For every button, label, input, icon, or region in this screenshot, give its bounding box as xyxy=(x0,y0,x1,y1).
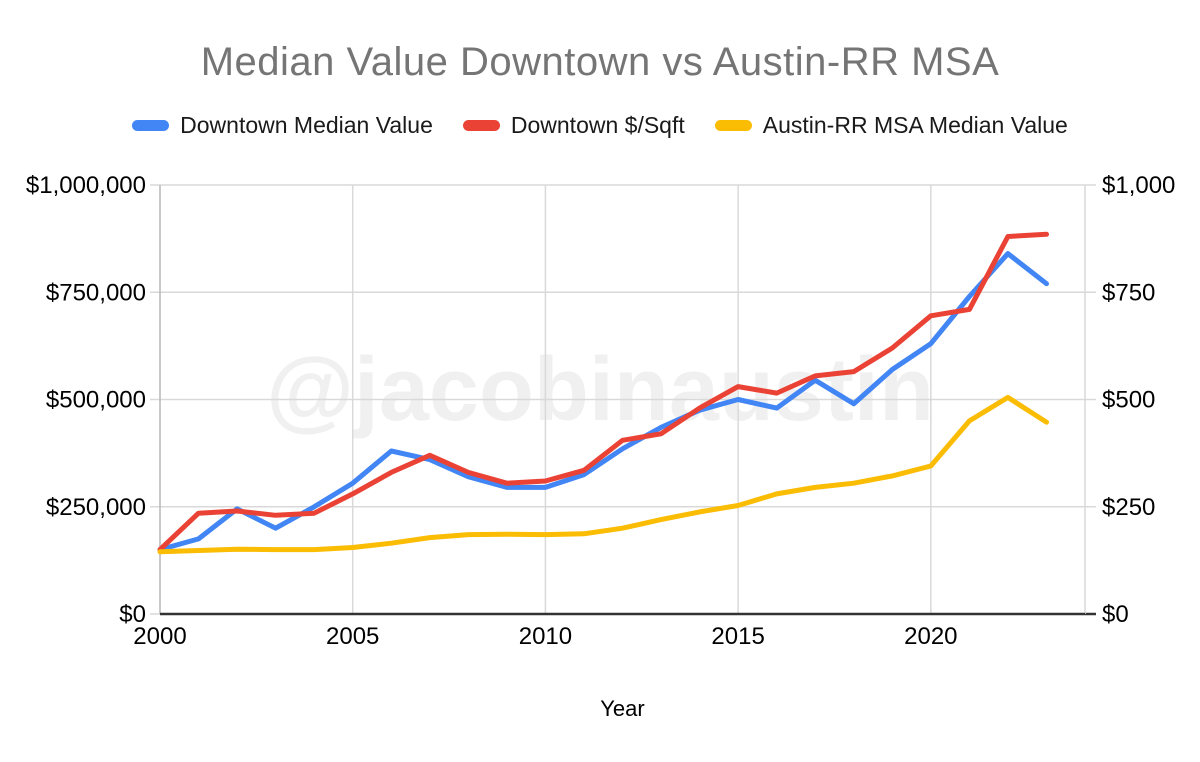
legend-swatch-blue xyxy=(132,120,170,131)
chart-legend: Downtown Median Value Downtown $/Sqft Au… xyxy=(0,112,1200,139)
x-axis-tick-label: 2010 xyxy=(519,623,572,650)
x-axis-tick-label: 2020 xyxy=(904,623,957,650)
series-line-2 xyxy=(157,394,1049,555)
y-axis-right-tick-label: $500 xyxy=(1102,387,1155,414)
x-axis-title: Year xyxy=(600,696,644,721)
legend-swatch-yellow xyxy=(714,120,752,131)
legend-item-downtown-per-sqft: Downtown $/Sqft xyxy=(462,112,685,139)
legend-label: Downtown Median Value xyxy=(180,112,433,138)
x-axis-tick-label: 2015 xyxy=(711,623,764,650)
legend-label: Downtown $/Sqft xyxy=(510,112,685,138)
y-axis-left-tick-label: $0 xyxy=(119,601,146,628)
y-axis-right-tick-label: $250 xyxy=(1102,494,1155,521)
legend-item-austin-rr-msa: Austin-RR MSA Median Value xyxy=(714,112,1068,139)
legend-swatch-red xyxy=(462,120,500,131)
chart-title: Median Value Downtown vs Austin-RR MSA xyxy=(200,40,1000,84)
y-axis-left-tick-label: $1,000,000 xyxy=(26,172,146,199)
series-line-1 xyxy=(157,231,1049,553)
y-axis-left-tick-label: $250,000 xyxy=(46,494,146,521)
series-line-0 xyxy=(157,251,1049,553)
y-axis-right-tick-label: $0 xyxy=(1102,601,1129,628)
legend-label: Austin-RR MSA Median Value xyxy=(762,112,1068,138)
y-axis-right-tick-label: $1,000 xyxy=(1102,172,1175,199)
watermark-text: @jacobinaustin xyxy=(266,340,934,440)
y-axis-right-tick-label: $750 xyxy=(1102,279,1155,306)
x-axis-tick-label: 2005 xyxy=(326,623,379,650)
y-axis-left-tick-label: $500,000 xyxy=(46,387,146,414)
legend-item-downtown-median-value: Downtown Median Value xyxy=(132,112,433,139)
y-axis-left-tick-label: $750,000 xyxy=(46,279,146,306)
x-axis-tick-label: 2000 xyxy=(133,623,186,650)
